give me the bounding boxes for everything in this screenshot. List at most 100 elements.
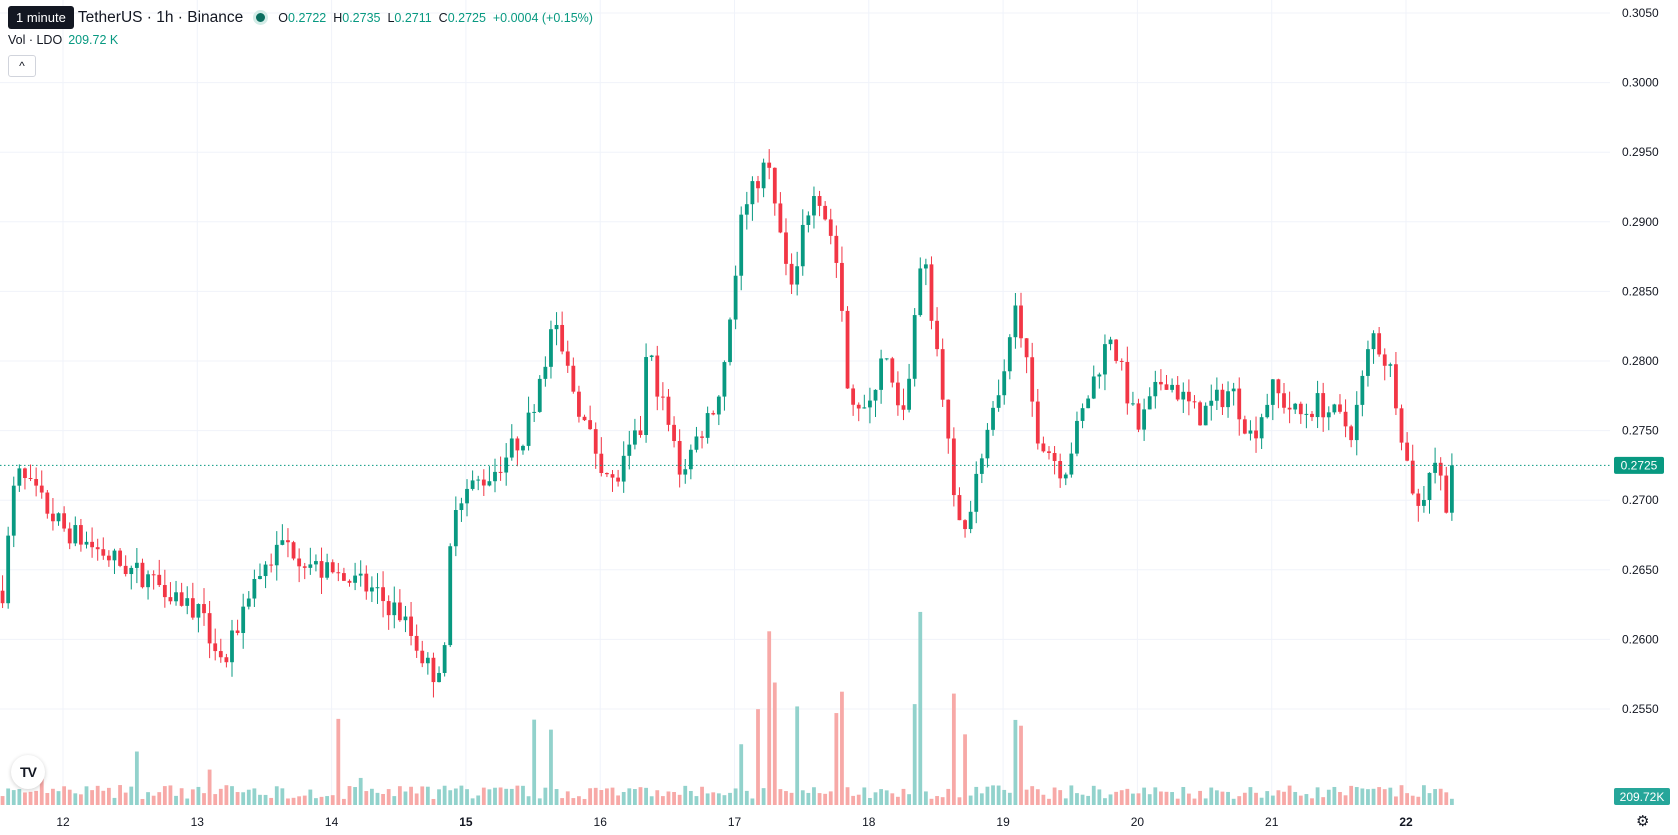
candle-body — [314, 561, 318, 565]
volume-bar — [269, 797, 274, 805]
volume-bar — [342, 798, 346, 805]
volume-bar — [722, 795, 727, 805]
market-status-icon[interactable] — [253, 10, 269, 25]
volume-bar — [17, 789, 22, 805]
volume-bar — [6, 788, 11, 805]
volume-bar — [1131, 793, 1135, 805]
candle-body — [1131, 403, 1135, 405]
candle-body — [845, 310, 850, 389]
candle-body — [1214, 389, 1219, 401]
volume-bar — [834, 713, 839, 805]
tradingview-logo-icon[interactable]: TV — [11, 755, 45, 789]
candle-body — [1108, 339, 1113, 345]
candle-body — [621, 455, 626, 482]
volume-bar — [314, 798, 318, 805]
candle-body — [62, 513, 67, 529]
candle-body — [616, 477, 621, 482]
collapse-legend-button[interactable]: ^ — [8, 55, 36, 77]
symbol-title[interactable]: TetherUS · 1h · Binance — [77, 8, 244, 26]
candle-body — [638, 430, 643, 436]
gear-icon[interactable]: ⚙ — [1636, 813, 1650, 830]
candle-body — [1147, 396, 1152, 410]
volume-bar — [711, 792, 716, 805]
volume-bar — [1298, 795, 1303, 805]
volume-bar — [946, 788, 951, 805]
volume-bar — [688, 790, 693, 805]
candle-body — [17, 468, 22, 486]
symbol-legend: 1 minute TetherUS · 1h · Binance O0.2722… — [8, 6, 593, 29]
volume-bar — [521, 785, 525, 805]
candle-body — [1270, 379, 1275, 405]
candle-body — [403, 616, 408, 621]
volume-bar — [151, 795, 156, 805]
change-value: +0.0004 (+0.15%) — [492, 10, 593, 25]
candle-body — [1142, 409, 1147, 430]
candle-body — [767, 162, 772, 168]
volume-bar — [420, 786, 425, 805]
price-axis[interactable]: 0.3050 0.3000 0.2950 0.2900 0.2850 0.2800 0.27… — [1622, 6, 1659, 716]
candle-body — [437, 672, 441, 683]
volume-bar — [235, 792, 240, 805]
last-price-value: 0.2725 — [1621, 458, 1658, 472]
volume-bar — [789, 792, 794, 805]
candle-body — [347, 580, 352, 583]
candle-body — [0, 590, 5, 604]
candle-body — [632, 430, 637, 445]
candle-body — [593, 429, 598, 454]
volume-bar — [258, 794, 262, 805]
candle-body — [923, 264, 928, 269]
volume-bar — [95, 785, 100, 805]
candle-body — [660, 396, 665, 398]
volume-bar — [274, 786, 279, 805]
candle-body — [795, 266, 800, 285]
volume-bar — [532, 719, 537, 805]
volume-bar — [308, 789, 313, 805]
candle-body — [241, 606, 246, 634]
volume-bar — [929, 798, 934, 805]
candle-body — [1416, 493, 1421, 506]
candle-body — [1422, 499, 1426, 506]
time-tick-label: 21 — [1265, 815, 1279, 829]
volume-bar — [67, 789, 72, 805]
candle-body — [325, 562, 330, 578]
volume-bar — [1343, 795, 1348, 805]
volume-bar — [1181, 786, 1186, 805]
volume-bar — [1007, 792, 1012, 805]
volume-bar — [28, 791, 33, 805]
volume-bar — [476, 795, 481, 805]
volume-bar — [162, 786, 167, 805]
volume-bar — [828, 791, 833, 805]
candle-body — [1427, 472, 1432, 500]
candle-body — [1326, 412, 1331, 418]
volume-bar — [577, 796, 581, 805]
volume-bar — [1427, 793, 1432, 805]
volume-bar — [1259, 797, 1264, 805]
candle-body — [521, 445, 525, 451]
volume-bar — [616, 795, 621, 805]
candle-body — [1287, 407, 1292, 410]
volume-bar — [79, 794, 83, 805]
candle-body — [1080, 408, 1085, 421]
volume-bar — [806, 792, 811, 805]
volume-legend[interactable]: Vol · LDO 209.72 K — [8, 33, 118, 47]
volume-bar — [795, 706, 800, 805]
volume-bar — [549, 729, 553, 805]
volume-bar — [672, 792, 676, 805]
time-axis[interactable]: 12 13 14 15 16 17 18 19 20 21 22 — [56, 815, 1413, 829]
candle-body — [1007, 337, 1012, 372]
volume-bar — [369, 788, 374, 805]
candle-body — [90, 541, 94, 548]
candle-body — [84, 541, 89, 545]
candle-body — [1164, 384, 1169, 390]
volume-bar — [1214, 790, 1219, 805]
volume-bar — [565, 791, 570, 805]
candle-body — [1175, 384, 1180, 400]
volume-bar — [414, 793, 419, 805]
time-tick-label: 22 — [1399, 815, 1413, 829]
volume-bar — [84, 786, 89, 805]
volume-bar — [1063, 798, 1068, 805]
volume-bar — [140, 798, 145, 805]
candle-body — [1052, 453, 1057, 462]
candle-body — [101, 549, 106, 556]
